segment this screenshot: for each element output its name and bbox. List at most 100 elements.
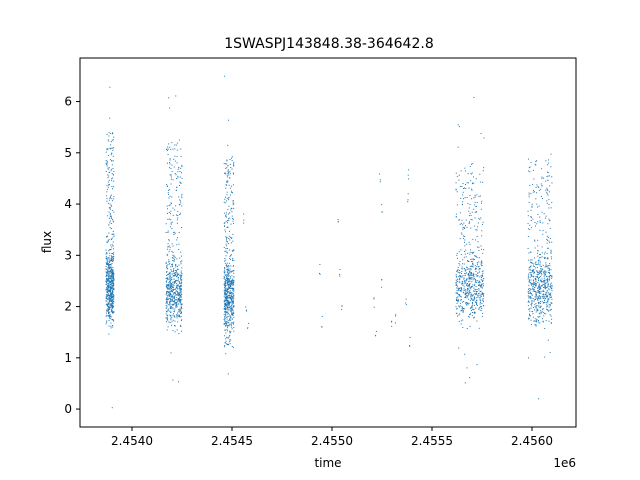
data-point <box>482 285 484 287</box>
data-point <box>175 287 177 289</box>
data-point <box>530 283 532 285</box>
data-point <box>108 224 110 226</box>
data-point <box>478 266 480 268</box>
data-point <box>462 194 464 196</box>
data-point <box>111 286 113 288</box>
data-point <box>391 320 393 322</box>
data-point <box>481 293 483 295</box>
data-point <box>233 280 235 281</box>
data-point <box>472 183 474 185</box>
data-point <box>174 325 176 327</box>
data-point <box>225 303 227 305</box>
data-point <box>109 290 111 292</box>
data-point <box>108 294 110 296</box>
data-point <box>229 334 231 336</box>
data-point <box>460 287 462 289</box>
data-point <box>474 297 476 299</box>
data-point <box>226 321 228 322</box>
data-point <box>108 299 110 301</box>
data-point <box>457 285 459 287</box>
data-point <box>407 174 409 176</box>
data-point <box>225 290 227 292</box>
data-point <box>166 297 168 299</box>
data-point <box>176 314 178 316</box>
data-point <box>534 320 536 322</box>
data-point <box>166 212 168 214</box>
data-point <box>467 285 469 287</box>
data-point <box>532 316 534 318</box>
data-point <box>224 320 226 322</box>
data-point <box>105 160 107 161</box>
data-point <box>543 279 545 281</box>
data-point <box>546 278 548 280</box>
data-point <box>107 305 109 307</box>
data-point <box>481 315 483 317</box>
data-point <box>175 214 177 216</box>
data-point <box>167 319 169 321</box>
data-point <box>232 258 234 260</box>
data-point <box>180 182 182 184</box>
data-point <box>107 287 109 289</box>
data-point <box>551 258 553 260</box>
data-point <box>180 167 182 169</box>
data-point <box>459 238 461 240</box>
data-point <box>534 282 536 284</box>
data-point <box>471 305 473 307</box>
data-point <box>228 172 230 174</box>
data-point <box>458 275 460 277</box>
data-point <box>464 289 466 291</box>
data-point <box>461 280 463 282</box>
data-point <box>170 210 172 212</box>
data-point <box>167 289 169 291</box>
data-point <box>232 220 234 222</box>
data-point <box>110 310 112 312</box>
data-point <box>106 291 108 293</box>
data-point <box>226 174 228 176</box>
data-point <box>473 182 475 184</box>
data-point <box>171 297 173 299</box>
data-point <box>529 184 531 186</box>
data-point <box>243 213 245 215</box>
data-point <box>483 167 485 169</box>
data-point <box>166 318 168 320</box>
data-point <box>534 287 536 289</box>
data-point <box>109 267 111 269</box>
data-point <box>538 316 540 318</box>
data-point <box>476 302 478 304</box>
data-point <box>224 304 226 306</box>
data-point <box>536 308 538 310</box>
data-point <box>536 305 538 307</box>
data-point <box>106 300 108 302</box>
data-point <box>460 287 462 289</box>
data-point <box>108 312 109 314</box>
data-point <box>547 281 549 283</box>
data-point <box>226 311 228 313</box>
data-point <box>227 320 229 322</box>
data-point <box>177 292 179 294</box>
data-point <box>223 346 225 348</box>
data-point <box>111 325 113 327</box>
data-point <box>319 272 321 274</box>
data-point <box>108 301 110 303</box>
data-point <box>539 286 541 288</box>
data-point <box>176 329 178 331</box>
data-point <box>111 277 113 279</box>
data-point <box>529 292 531 294</box>
data-point <box>113 273 115 275</box>
data-point <box>225 275 227 277</box>
data-point <box>223 212 225 214</box>
data-point <box>460 302 462 304</box>
data-point <box>107 306 109 308</box>
data-point <box>459 276 461 278</box>
data-point <box>537 255 539 257</box>
data-point <box>111 295 113 297</box>
data-point <box>529 266 531 267</box>
data-point <box>468 268 470 270</box>
data-point <box>112 279 114 281</box>
y-tick-label: 4 <box>64 197 72 211</box>
data-point <box>461 266 463 268</box>
data-point <box>530 307 532 309</box>
data-point <box>106 258 108 260</box>
data-point <box>224 289 226 291</box>
data-point <box>112 271 114 273</box>
